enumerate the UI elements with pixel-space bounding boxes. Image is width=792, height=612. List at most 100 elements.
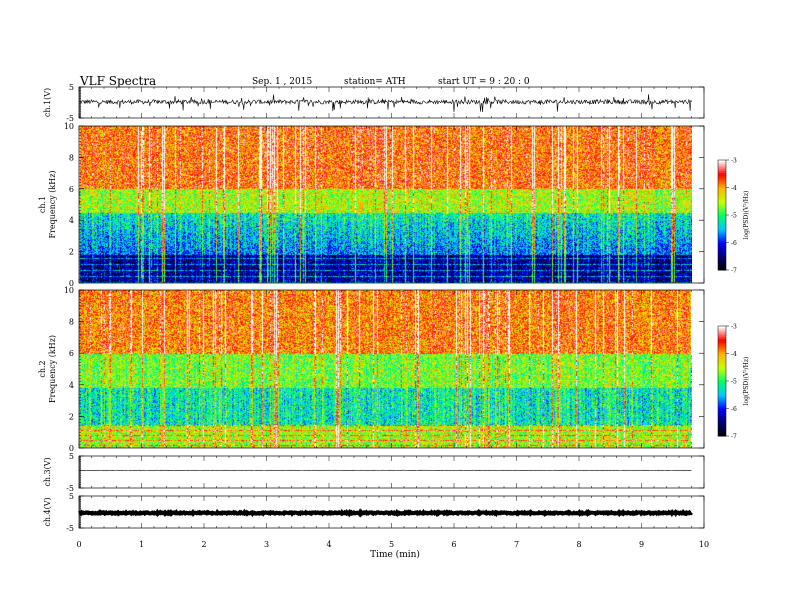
colorbar-swatch (718, 366, 726, 369)
ch1-spectrogram-panel: -3 -4 -5 -6 -7 log(PSD)(V²/Hz) 0 2 4 6 8 10 ch.1 Freq… (38, 122, 750, 288)
colorbar-swatch (718, 222, 726, 225)
colorbar-swatch (718, 425, 726, 428)
colorbar-swatch (718, 172, 726, 176)
y-tick-label: 6 (69, 185, 74, 194)
colorbar-swatch (718, 382, 726, 386)
colorbar-swatch (718, 160, 726, 163)
colorbar-swatch (718, 180, 726, 183)
colorbar-swatch (718, 410, 726, 413)
ch4-waveform-trace (78, 508, 693, 518)
colorbar-swatch (718, 205, 726, 209)
colorbar-swatch (718, 362, 726, 365)
colorbar-swatch (718, 340, 726, 343)
x-tick-label: 1 (139, 540, 144, 549)
x-tick-label: 7 (514, 540, 519, 549)
colorbar-swatch (718, 220, 726, 223)
colorbar-swatch (718, 198, 726, 201)
colorbar-swatch (718, 414, 726, 417)
colorbar-swatch (718, 377, 726, 380)
colorbar-swatch (718, 161, 726, 165)
y-tick-label: -5 (66, 114, 74, 123)
y-tick-label: 5 (69, 83, 74, 92)
colorbar-swatch (718, 260, 726, 264)
y-axis-label: ch.2 (38, 360, 47, 377)
colorbar-swatch (718, 432, 726, 435)
colorbar-swatch (718, 421, 726, 424)
ch1-waveform-panel: 5 -5 ch.1(V) (43, 83, 705, 123)
colorbar-swatch (718, 185, 726, 188)
colorbar-swatch (718, 428, 726, 431)
colorbar-swatch (718, 238, 726, 242)
date-label: Sep. 1 , 2015 (252, 77, 312, 87)
colorbar-swatch (718, 163, 726, 166)
colorbar-swatch (718, 364, 726, 367)
x-tick-label: 6 (451, 540, 456, 549)
x-tick-label: 10 (699, 540, 709, 549)
colorbar-swatch (718, 259, 726, 262)
x-tick-label: 8 (576, 540, 581, 549)
colorbar-tick-label: -3 (731, 158, 737, 165)
figure-title: VLF Spectra (79, 74, 156, 88)
colorbar-tick-label: -7 (731, 434, 737, 441)
colorbar-swatch (718, 242, 726, 245)
x-tick-label: 4 (326, 540, 331, 549)
y-tick-label: 5 (69, 452, 74, 461)
x-tick-label: 2 (201, 540, 206, 549)
colorbar-swatch (718, 348, 726, 351)
colorbar-swatch (718, 178, 726, 181)
colorbar-swatch (718, 412, 726, 415)
ch1-waveform-trace (78, 94, 692, 113)
colorbar-swatch (718, 249, 726, 253)
start-time-label: start UT = 9 : 20 : 0 (438, 77, 530, 87)
colorbar-swatch (718, 251, 726, 254)
colorbar-swatch (718, 207, 726, 210)
colorbar-swatch (718, 335, 726, 338)
x-tick-label: 9 (639, 540, 644, 549)
colorbar-swatch (718, 248, 726, 251)
colorbar-tick-label: -5 (731, 379, 737, 386)
y-tick-label: 5 (69, 492, 74, 501)
colorbar-swatch (718, 379, 726, 382)
y-axis-label: Frequency (kHz) (48, 335, 57, 403)
colorbar-label: log(PSD)(V²/Hz) (743, 357, 750, 406)
colorbar-swatch (718, 406, 726, 409)
colorbar-tick-label: -7 (731, 268, 737, 275)
colorbar-swatch (718, 189, 726, 192)
ch2-spectrogram-image (79, 290, 692, 448)
colorbar-swatch (718, 204, 726, 207)
colorbar-swatch (718, 415, 726, 419)
colorbar-swatch (718, 327, 726, 331)
colorbar-swatch (718, 355, 726, 358)
y-axis-label: ch.4(V) (43, 497, 52, 526)
y-axis-label: ch.3(V) (43, 457, 52, 486)
colorbar-swatch (718, 209, 726, 212)
colorbar-swatch (718, 401, 726, 404)
colorbar-swatch (718, 331, 726, 334)
ch1-spectrogram-image (79, 126, 692, 283)
colorbar-swatch (718, 246, 726, 249)
y-tick-label: -5 (66, 484, 74, 493)
colorbar-swatch (718, 392, 726, 395)
y-tick-label: 2 (69, 412, 74, 421)
colorbar-swatch (718, 351, 726, 354)
colorbar-swatch (718, 384, 726, 387)
ch3-waveform-panel: 5 -5 ch.3(V) (43, 452, 705, 493)
y-tick-label: 4 (69, 381, 74, 390)
colorbar-swatch (718, 227, 726, 231)
colorbar-tick-label: -6 (731, 406, 737, 413)
colorbar-swatch (718, 399, 726, 402)
colorbar-swatch (718, 395, 726, 398)
colorbar-swatch (718, 397, 726, 400)
colorbar-swatch (718, 264, 726, 267)
colorbar-swatch (718, 337, 726, 340)
panels-group: 5-5ch.1(V)-3-4-5-6-7log(PSD)(V²/Hz)02468… (38, 83, 750, 533)
colorbar-swatch (718, 167, 726, 170)
colorbar-swatch (718, 329, 726, 332)
colorbar-swatch (718, 226, 726, 229)
y-axis-label: Frequency (kHz) (48, 170, 57, 238)
colorbar-swatch (718, 240, 726, 243)
colorbar-swatch (718, 176, 726, 179)
x-tick-label: 0 (76, 540, 81, 549)
colorbar-swatch (718, 370, 726, 373)
